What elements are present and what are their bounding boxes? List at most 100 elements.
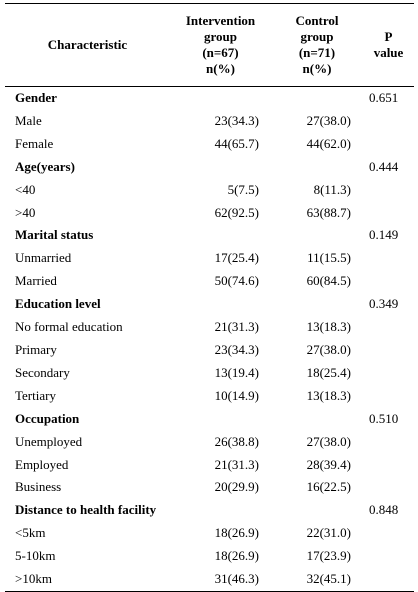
intervention-group-header: Intervention group (n=67) n(%)	[170, 3, 271, 87]
control-group-header: Control group (n=71) n(%)	[271, 3, 363, 87]
empty-cell	[170, 156, 271, 179]
control-value: 60(84.5)	[306, 273, 351, 289]
table-row: Female 44(65.7) 44(62.0)	[5, 133, 414, 156]
empty-cell	[271, 293, 363, 316]
empty-cell	[363, 247, 414, 270]
intervention-value: 10(14.9)	[214, 387, 259, 403]
empty-cell	[363, 202, 414, 225]
empty-cell	[271, 156, 363, 179]
table-row: Primary 23(34.3) 27(38.0)	[5, 339, 414, 362]
table-row: Unemployed 26(38.8) 27(38.0)	[5, 431, 414, 454]
row-label: Secondary	[15, 364, 70, 380]
control-value: 27(38.0)	[306, 341, 351, 357]
empty-cell	[363, 568, 414, 592]
p-value-header-line: value	[373, 45, 404, 60]
intervention-value: 23(34.3)	[214, 112, 259, 128]
empty-cell	[271, 224, 363, 247]
section-row: Education level 0.349	[5, 293, 414, 316]
intervention-value: 26(38.8)	[214, 433, 259, 449]
section-title: Marital status	[15, 227, 94, 243]
row-label: 5-10km	[15, 548, 56, 564]
intervention-value: 18(26.9)	[214, 548, 259, 564]
intervention-value: 44(65.7)	[214, 135, 259, 151]
empty-cell	[363, 316, 414, 339]
table-row: >40 62(92.5) 63(88.7)	[5, 202, 414, 225]
intervention-header-line: group	[204, 29, 237, 44]
empty-cell	[363, 545, 414, 568]
intervention-header-line: Intervention	[185, 13, 256, 28]
empty-cell	[363, 110, 414, 133]
row-label: Employed	[15, 456, 69, 472]
control-value: 28(39.4)	[306, 456, 351, 472]
empty-cell	[271, 87, 363, 110]
control-value: 22(31.0)	[306, 525, 351, 541]
control-value: 16(22.5)	[306, 479, 351, 495]
section-title: Education level	[15, 296, 101, 312]
table-body: Gender 0.651 Male 23(34.3) 27(38.0) Female 44(…	[5, 87, 414, 592]
table-row: Married 50(74.6) 60(84.5)	[5, 270, 414, 293]
table-row: <5km 18(26.9) 22(31.0)	[5, 522, 414, 545]
section-title: Occupation	[15, 410, 80, 426]
empty-cell	[170, 499, 271, 522]
header-row: Characteristic Intervention group (n=67)…	[5, 3, 414, 87]
empty-cell	[363, 431, 414, 454]
empty-cell	[363, 385, 414, 408]
table-row: No formal education 21(31.3) 13(18.3)	[5, 316, 414, 339]
empty-cell	[170, 293, 271, 316]
empty-cell	[363, 476, 414, 499]
p-value-cell: 0.349	[369, 296, 399, 312]
section-row: Occupation 0.510	[5, 408, 414, 431]
empty-cell	[271, 499, 363, 522]
empty-cell	[363, 133, 414, 156]
row-label: Male	[15, 112, 42, 128]
section-title: Age(years)	[15, 158, 75, 174]
section-row: Gender 0.651	[5, 87, 414, 110]
control-value: 18(25.4)	[306, 364, 351, 380]
intervention-value: 21(31.3)	[214, 456, 259, 472]
control-value: 32(45.1)	[271, 568, 363, 592]
empty-cell	[170, 408, 271, 431]
empty-cell	[363, 454, 414, 477]
row-label: Tertiary	[15, 387, 56, 403]
empty-cell	[363, 522, 414, 545]
control-value: 44(62.0)	[306, 135, 351, 151]
characteristics-table: Characteristic Intervention group (n=67)…	[5, 3, 414, 592]
intervention-value: 5(7.5)	[227, 181, 259, 197]
control-value: 13(18.3)	[306, 387, 351, 403]
control-value: 13(18.3)	[306, 319, 351, 335]
table-row: Unmarried 17(25.4) 11(15.5)	[5, 247, 414, 270]
control-value: 11(15.5)	[307, 250, 351, 266]
intervention-value: 23(34.3)	[214, 341, 259, 357]
intervention-header-line: (n=67)	[202, 45, 239, 60]
empty-cell	[363, 179, 414, 202]
p-value-cell: 0.444	[369, 158, 399, 174]
p-value-cell: 0.510	[369, 410, 399, 426]
empty-cell	[363, 270, 414, 293]
row-label: No formal education	[15, 319, 123, 335]
p-value-header: P value	[363, 3, 414, 87]
intervention-value: 13(19.4)	[214, 364, 259, 380]
table-row: Tertiary 10(14.9) 13(18.3)	[5, 385, 414, 408]
control-value: 27(38.0)	[306, 433, 351, 449]
row-label: Primary	[15, 341, 57, 357]
table-row: Male 23(34.3) 27(38.0)	[5, 110, 414, 133]
control-value: 63(88.7)	[306, 204, 351, 220]
section-row: Distance to health facility 0.848	[5, 499, 414, 522]
row-label: <40	[15, 181, 36, 197]
section-title: Distance to health facility	[15, 502, 157, 518]
control-value: 27(38.0)	[306, 112, 351, 128]
table-row: >10km 31(46.3) 32(45.1)	[5, 568, 414, 592]
control-header-line: Control	[295, 13, 339, 28]
p-value-cell: 0.848	[369, 502, 399, 518]
control-header-line: (n=71)	[298, 45, 336, 60]
p-value-header-line: P	[384, 29, 393, 44]
row-label: <5km	[15, 525, 46, 541]
table-row: <40 5(7.5) 8(11.3)	[5, 179, 414, 202]
row-label: >40	[15, 204, 36, 220]
control-value: 8(11.3)	[313, 181, 351, 197]
empty-cell	[363, 339, 414, 362]
row-label: Unmarried	[15, 250, 72, 266]
section-row: Age(years) 0.444	[5, 156, 414, 179]
empty-cell	[363, 362, 414, 385]
characteristic-header: Characteristic	[5, 3, 170, 87]
